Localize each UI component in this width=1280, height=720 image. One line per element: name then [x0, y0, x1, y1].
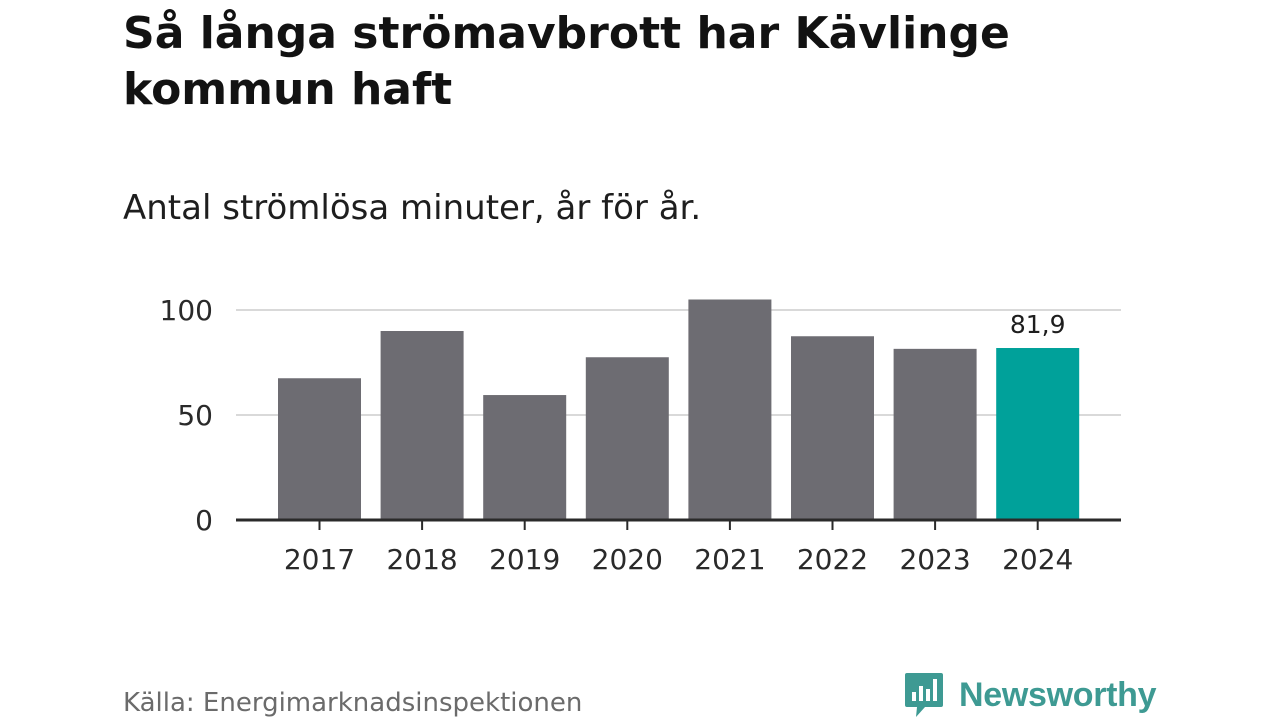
bar-chart-speech-bubble-icon	[905, 673, 943, 717]
x-tick-label: 2018	[386, 543, 457, 576]
bar-2021	[688, 299, 772, 520]
y-tick-label: 100	[160, 294, 213, 327]
data-label: 81,9	[1010, 310, 1066, 339]
y-tick-label: 50	[177, 399, 213, 432]
y-tick-label: 0	[195, 504, 213, 537]
x-tick-label: 2017	[284, 543, 355, 576]
x-tick-label: 2019	[489, 543, 560, 576]
bar-chart: 0 50 100 2017 2018 2019 2020 2021 2022 2023 2024 81…	[160, 294, 1121, 576]
bar-2023	[893, 348, 977, 520]
x-tick-label: 2023	[899, 543, 970, 576]
x-tick-label: 2021	[694, 543, 765, 576]
bar-2022	[791, 336, 874, 520]
bar-2020	[585, 357, 669, 520]
bar-2017	[278, 378, 361, 520]
x-tick-label: 2024	[1002, 543, 1073, 576]
x-tick-label: 2020	[592, 543, 663, 576]
brand-name: Newsworthy	[959, 675, 1157, 714]
chart-title: Så långa strömavbrott har Kävlinge kommu…	[123, 8, 1010, 115]
source-note: Källa: Energimarknadsinspektionen	[123, 688, 583, 718]
bar-2024	[996, 348, 1080, 520]
chart-subtitle: Antal strömlösa minuter, år för år.	[123, 188, 702, 228]
bar-2018	[380, 331, 464, 520]
x-tick-label: 2022	[797, 543, 868, 576]
bar-2019	[483, 395, 567, 520]
brand-logo: Newsworthy	[903, 671, 1157, 719]
